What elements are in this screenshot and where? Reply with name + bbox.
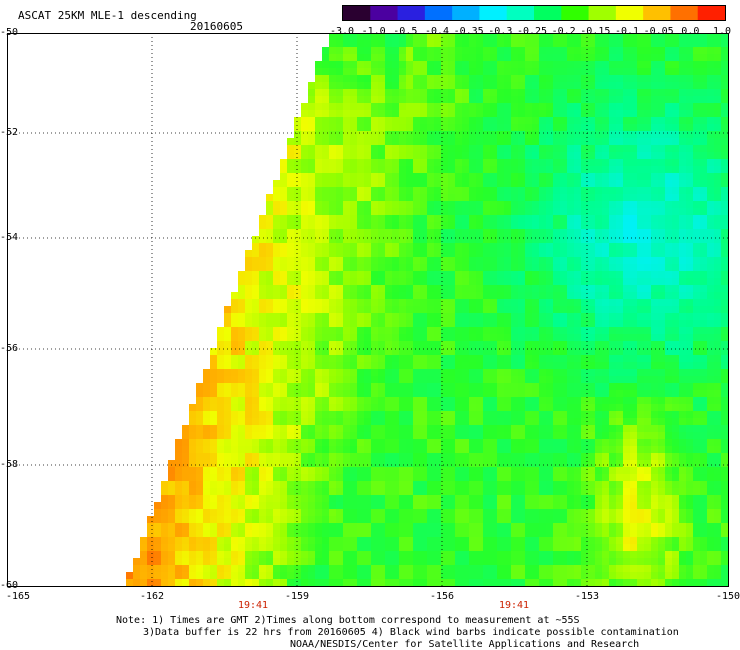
longitude-label: -159 — [284, 591, 310, 602]
colorbar-tick-label: -0.15 — [580, 26, 611, 37]
latitude-label: -60 — [0, 580, 19, 591]
note-line-2: 3)Data buffer is 22 hrs from 20160605 4)… — [143, 627, 679, 638]
latitude-label: -56 — [0, 343, 19, 354]
note-line-1: Note: 1) Times are GMT 2)Times along bot… — [116, 615, 580, 626]
colorbar-swatch — [343, 6, 371, 20]
colorbar-swatch — [561, 6, 590, 20]
colorbar-tick-label: -0.05 — [643, 26, 674, 37]
colorbar-swatch — [615, 6, 644, 20]
colorbar-swatch — [697, 6, 725, 20]
latitude-label: -52 — [0, 127, 19, 138]
latitude-label: -54 — [0, 232, 19, 243]
colorbar-swatch — [534, 6, 562, 20]
colorbar-tick-label: -0.2 — [551, 26, 576, 37]
longitude-label: -162 — [139, 591, 165, 602]
colorbar-tick-label: 0.0 — [681, 26, 700, 37]
colorbar-swatch — [424, 6, 453, 20]
colorbar-swatch — [643, 6, 671, 20]
colorbar-tick-label: -0.5 — [393, 26, 418, 37]
time-label: 19:41 — [237, 600, 269, 611]
colorbar-tick-labels: -3.0 -1.0 -0.5 -0.4 -0.35 -0.3 -0.25 -0.2 -0.15-… — [329, 26, 732, 38]
colorbar-swatch — [452, 6, 480, 20]
longitude-label: -150 — [715, 591, 740, 602]
map-title: ASCAT 25KM MLE-1 descending — [18, 9, 197, 22]
latitude-label: -50 — [0, 27, 19, 38]
colorbar-tick-label: -0.25 — [516, 26, 548, 37]
note-line-3: NOAA/NESDIS/Center for Satellite Applica… — [290, 639, 640, 650]
colorbar-tick-label: -0.3 — [488, 26, 513, 37]
map-border — [7, 33, 729, 587]
colorbar-tick-label: -0.4 — [424, 26, 450, 37]
colorbar-tick-label: -0.1 — [614, 26, 640, 37]
colorbar-tick-label: -1.0 — [361, 26, 386, 37]
colorbar-tick-label: 1.0 — [712, 26, 732, 37]
ascat-swath-field — [126, 33, 729, 587]
colorbar-swatch — [397, 6, 426, 20]
colorbar — [342, 5, 726, 21]
colorbar-swatch — [588, 6, 617, 20]
longitude-label: -156 — [429, 591, 455, 602]
map-date: 20160605 — [190, 20, 243, 33]
latitude-label: -58 — [0, 459, 19, 470]
colorbar-tick-label: -3.0 — [329, 26, 355, 37]
colorbar-swatch — [479, 6, 508, 20]
colorbar-swatch — [506, 6, 535, 20]
swath-map — [7, 33, 729, 587]
colorbar-tick-label: -0.35 — [453, 26, 484, 37]
longitude-label: -153 — [574, 591, 600, 602]
graticule — [7, 33, 729, 587]
colorbar-swatch — [670, 6, 699, 20]
time-label: 19:41 — [498, 600, 530, 611]
longitude-label: -165 — [5, 591, 31, 602]
colorbar-swatch — [370, 6, 399, 20]
